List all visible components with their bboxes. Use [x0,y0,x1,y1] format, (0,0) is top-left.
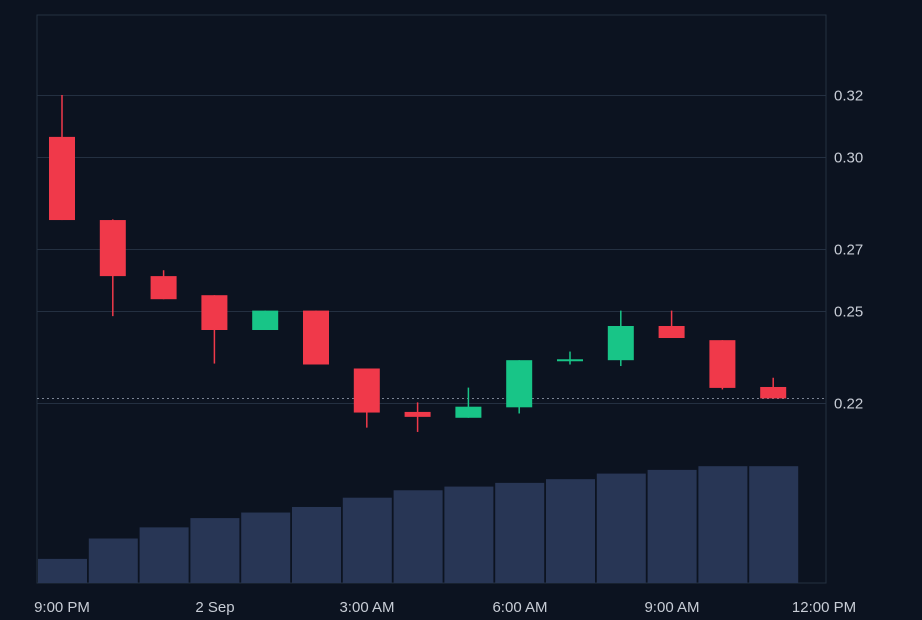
volume-bar [393,490,443,583]
candle-body [455,406,482,418]
candle-body [150,276,177,300]
volume-bar [495,482,545,583]
candle-body [201,295,228,331]
candle-body [404,411,431,417]
candle-body [760,386,787,399]
candle-body [99,220,126,277]
candle-body [658,326,685,339]
x-tick-label: 9:00 AM [644,599,699,615]
candle-body [252,310,279,331]
candle-body [506,360,533,408]
volume-bar [38,558,87,583]
volume-bar [444,486,494,583]
volume-bar [292,506,341,583]
volume-bar [139,527,189,583]
y-tick-label: 0.32 [834,88,863,105]
volume-bar [88,538,138,583]
x-tick-label: 12:00 PM [792,599,856,615]
volume-bar [546,479,595,583]
y-tick-label: 0.25 [834,304,863,321]
candle-body [49,136,75,221]
volume-bar [342,497,392,583]
y-tick-label: 0.27 [834,242,863,259]
x-tick-label: 6:00 AM [492,599,547,615]
x-tick-label: 2 Sep [195,599,234,615]
volume-bar [190,518,240,583]
candle-body [709,340,736,388]
volume-bar [647,469,697,583]
y-tick-label: 0.22 [834,396,863,413]
x-tick-label: 3:00 AM [339,599,394,615]
axis-layer: 0.32 0.30 0.27 0.25 0.22 9:00 PM 2 Sep 3:00 AM 6… [34,88,863,617]
volume-layer [38,466,799,583]
volume-bar [698,466,748,583]
candle-layer [49,95,787,432]
volume-bar [596,473,646,583]
volume-bar [241,512,291,583]
candle-body [607,326,634,361]
candle-body [303,310,329,365]
candle-body [353,368,380,413]
candle-body [557,359,583,362]
volume-bar [749,466,799,583]
x-tick-label: 9:00 PM [34,599,90,615]
y-tick-label: 0.30 [834,150,863,167]
